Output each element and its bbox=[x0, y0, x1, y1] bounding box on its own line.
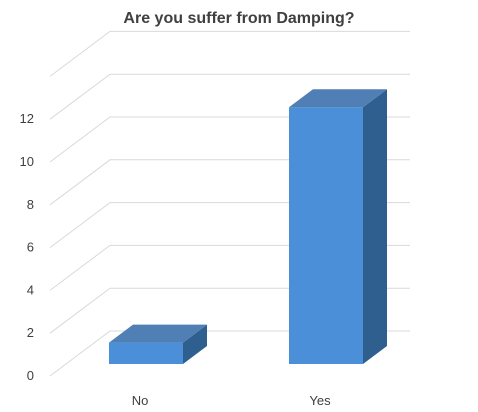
bar-top bbox=[109, 324, 207, 343]
y-tick-label: 2 bbox=[27, 325, 34, 340]
bar-no bbox=[109, 324, 207, 364]
y-tick-label: 0 bbox=[27, 368, 34, 383]
y-tick-label: 8 bbox=[27, 197, 34, 212]
grid-line bbox=[49, 73, 410, 120]
y-tick-label: 4 bbox=[27, 282, 34, 297]
bar-front bbox=[109, 342, 183, 364]
x-axis-categories: No Yes bbox=[132, 393, 331, 408]
y-axis-ticks: 0 2 4 6 8 10 12 bbox=[20, 111, 34, 383]
bar-front bbox=[289, 107, 363, 364]
bar-side bbox=[363, 89, 387, 364]
grid-line bbox=[49, 30, 410, 77]
bar-top bbox=[289, 89, 387, 108]
x-category-label: Yes bbox=[309, 393, 331, 408]
bar-side bbox=[183, 324, 207, 364]
y-tick-label: 6 bbox=[27, 240, 34, 255]
x-category-label: No bbox=[132, 393, 149, 408]
y-tick-label: 12 bbox=[20, 111, 34, 126]
bars bbox=[109, 89, 387, 364]
chart-title: Are you suffer from Damping? bbox=[123, 10, 355, 27]
bar-yes bbox=[289, 89, 387, 364]
y-tick-label: 10 bbox=[20, 154, 34, 169]
